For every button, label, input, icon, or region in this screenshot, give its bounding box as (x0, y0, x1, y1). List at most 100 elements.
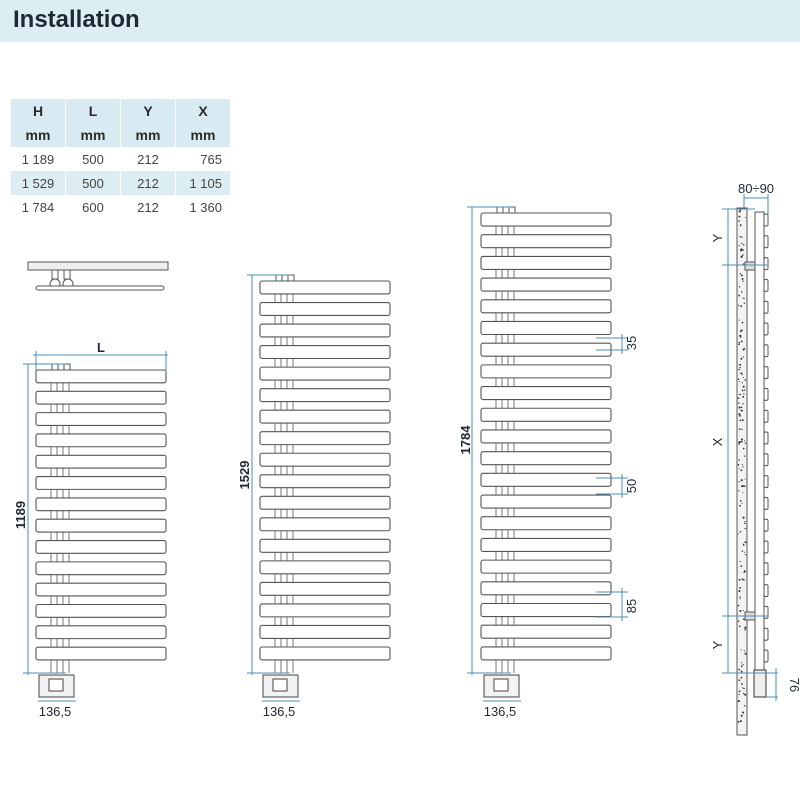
wall-top-view (27, 261, 169, 271)
wall-speckle (738, 468, 740, 470)
towel-bar (35, 603, 167, 618)
bar-profile (763, 366, 769, 380)
col-l: L (66, 99, 120, 123)
wall-speckle (741, 578, 744, 581)
wall-speckle (740, 409, 743, 412)
radiator-front-2 (247, 274, 391, 702)
wall-speckle (738, 210, 741, 213)
height-label-3: 1784 (458, 425, 473, 455)
wall-speckle (738, 428, 741, 431)
wall-speckle (741, 321, 744, 324)
col-h: H (11, 99, 65, 123)
towel-bar (259, 646, 391, 661)
wall-speckle (739, 334, 742, 337)
wall-speckle (739, 393, 742, 396)
wall-speckle (741, 329, 743, 332)
towel-bar (480, 212, 612, 227)
wall-speckle (744, 553, 747, 556)
wall-speckle (741, 382, 743, 384)
wall-speckle (738, 402, 740, 404)
wall-speckle (740, 500, 742, 502)
wall-speckle (742, 466, 744, 468)
col-y: Y (121, 99, 175, 123)
wall-speckle (739, 366, 741, 369)
wall-speckle (738, 413, 741, 416)
wall-speckle (740, 340, 743, 343)
y-top-label: Y (710, 233, 725, 242)
towel-bar (35, 625, 167, 640)
height-label-1: 1189 (13, 501, 28, 529)
side-view: 80÷90 Y X Y 76 (710, 181, 800, 736)
towel-bar (259, 624, 391, 639)
spacing-35: 35 (624, 336, 639, 350)
towel-bar (480, 234, 612, 249)
bar-profile (763, 278, 769, 292)
wall-speckle (741, 242, 743, 245)
wall-speckle (741, 464, 744, 466)
towel-bar (480, 342, 612, 357)
wall-speckle (740, 255, 743, 258)
bar-profile (763, 257, 769, 271)
towel-bar (35, 646, 167, 661)
wall-speckle (741, 485, 744, 488)
bar-profile (763, 562, 769, 576)
bar-profile (763, 584, 769, 598)
y-bottom-label: Y (710, 640, 725, 649)
bar-profile (763, 409, 769, 423)
wall-section (736, 207, 748, 736)
bar-profile (763, 300, 769, 314)
table-row: 1 189 500 212 765 (11, 147, 230, 171)
spacing-50: 50 (624, 479, 639, 493)
cell: 1 105 (176, 171, 230, 195)
valve-knob (493, 678, 509, 692)
wall-speckle (738, 578, 741, 581)
wall-speckle (738, 215, 741, 218)
towel-bar (35, 476, 167, 490)
wall-speckle (739, 419, 742, 422)
towel-bar (35, 369, 167, 384)
wall-speckle (740, 649, 742, 651)
wall-speckle (737, 700, 740, 703)
towel-bar (480, 516, 612, 531)
wall-speckle (739, 586, 742, 589)
bar-profile (763, 431, 769, 445)
towel-bar (35, 518, 167, 533)
wall-speckle (740, 223, 742, 225)
wall-speckle (737, 604, 740, 607)
wall-speckle (738, 443, 740, 445)
wall-speckle (738, 459, 741, 461)
towel-bar (259, 581, 391, 596)
table-row: 1 784 600 212 1 360 (11, 195, 230, 219)
wall-speckle (741, 550, 744, 552)
x-label: X (710, 437, 725, 446)
cell: 600 (82, 199, 104, 215)
towel-bar (480, 255, 612, 270)
towel-bar (259, 323, 391, 338)
towel-bar (480, 537, 612, 552)
wall-speckle (740, 665, 743, 668)
bar-profile (763, 322, 769, 336)
wall-speckle (739, 596, 741, 598)
cell: 1 529 (11, 171, 65, 195)
wall-speckle (744, 389, 746, 391)
valve-offset-2: 136,5 (263, 704, 296, 719)
cell: 1 189 (21, 151, 55, 167)
wall-speckle (744, 442, 747, 444)
height-label-2: 1529 (237, 461, 252, 490)
towel-bar (480, 320, 612, 336)
wall-speckle (738, 668, 740, 671)
valve-offset-3: 136,5 (484, 704, 517, 719)
wall-speckle (743, 297, 745, 299)
wall-speckle (738, 319, 740, 321)
wall-speckle (744, 527, 746, 530)
wall-speckle (742, 484, 745, 487)
wall-speckle (740, 676, 743, 679)
wall-speckle (737, 464, 740, 466)
width-label: L (97, 340, 105, 355)
towel-bar (259, 366, 391, 381)
towel-bar (35, 561, 167, 576)
wall-speckle (743, 705, 746, 707)
wall-speckle (744, 347, 746, 349)
wall-speckle (741, 374, 743, 376)
bar-profile (763, 475, 769, 489)
